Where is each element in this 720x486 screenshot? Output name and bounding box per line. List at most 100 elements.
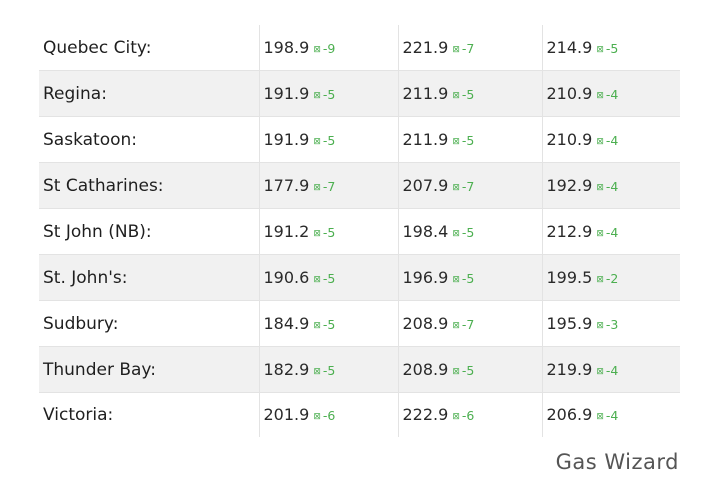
price-change-value: -5 (322, 316, 336, 332)
price-change-value: -7 (461, 316, 475, 332)
down-arrow-icon: ⊠ (452, 274, 460, 285)
city-name: Thunder Bay: (39, 346, 260, 393)
price-change: ⊠ -4 (596, 179, 618, 194)
price-cell: 196.9 ⊠ -5 (398, 254, 543, 301)
down-arrow-icon: ⊠ (452, 90, 460, 101)
down-arrow-icon: ⊠ (452, 412, 460, 422)
price-change: ⊠ -5 (313, 225, 335, 240)
down-arrow-icon: ⊠ (452, 182, 460, 193)
price-change: ⊠ -5 (313, 271, 335, 286)
price-change: ⊠ -4 (596, 363, 618, 378)
price-cell: 222.9 ⊠ -6 (398, 392, 543, 437)
table-row: Regina: 191.9 ⊠ -5 211.9 ⊠ -5 210.9 ⊠ -4 (39, 70, 680, 117)
price-change: ⊠ -5 (452, 271, 474, 286)
price-change: ⊠ -4 (596, 408, 618, 423)
price-value: 199.5 (546, 267, 593, 287)
down-arrow-icon: ⊠ (452, 320, 460, 331)
price-change: ⊠ -5 (313, 87, 335, 102)
price-value: 211.9 (402, 129, 449, 149)
price-value: 177.9 (263, 175, 310, 195)
price-change: ⊠ -4 (596, 225, 618, 240)
table-row: Quebec City: 198.9 ⊠ -9 221.9 ⊠ -7 214.9 ⊠ -5 (39, 25, 680, 71)
price-change-value: -5 (322, 224, 336, 240)
price-change-value: -6 (322, 408, 336, 423)
price-cell: 208.9 ⊠ -7 (398, 300, 543, 347)
price-change: ⊠ -7 (452, 317, 474, 332)
price-cell: 191.9 ⊠ -5 (259, 116, 399, 163)
table-row: Saskatoon: 191.9 ⊠ -5 211.9 ⊠ -5 210.9 ⊠ -4 (39, 116, 680, 163)
price-change-value: -5 (461, 86, 475, 102)
price-change-value: -5 (461, 362, 475, 378)
city-name: Victoria: (39, 392, 260, 437)
price-cell: 210.9 ⊠ -4 (542, 116, 680, 163)
price-change-value: -5 (322, 362, 336, 378)
down-arrow-icon: ⊠ (596, 182, 604, 193)
price-value: 210.9 (546, 129, 593, 149)
price-value: 192.9 (546, 175, 593, 195)
price-change-value: -5 (605, 40, 619, 56)
price-change-value: -5 (322, 86, 336, 102)
price-value: 212.9 (546, 221, 593, 241)
price-value: 182.9 (263, 359, 310, 379)
price-value: 201.9 (263, 405, 310, 424)
price-value: 222.9 (402, 405, 449, 424)
price-change-value: -5 (461, 224, 475, 240)
price-value: 221.9 (402, 37, 449, 57)
price-cell: 191.2 ⊠ -5 (259, 208, 399, 255)
price-cell: 184.9 ⊠ -5 (259, 300, 399, 347)
price-value: 198.9 (263, 37, 310, 57)
price-cell: 206.9 ⊠ -4 (542, 393, 680, 438)
price-change: ⊠ -7 (452, 41, 474, 56)
city-name: Sudbury: (39, 300, 260, 347)
price-change-value: -4 (605, 86, 619, 102)
down-arrow-icon: ⊠ (452, 44, 460, 55)
down-arrow-icon: ⊠ (313, 274, 321, 285)
city-name: St Catharines: (39, 162, 260, 209)
city-name: Regina: (39, 70, 260, 117)
price-change: ⊠ -5 (596, 41, 618, 56)
price-value: 214.9 (546, 37, 593, 57)
down-arrow-icon: ⊠ (596, 44, 604, 55)
table-row: St. John's: 190.6 ⊠ -5 196.9 ⊠ -5 199.5 ⊠ -2 (39, 254, 680, 301)
down-arrow-icon: ⊠ (596, 320, 604, 331)
price-change: ⊠ -5 (313, 317, 335, 332)
price-change-value: -5 (461, 132, 475, 148)
price-change: ⊠ -3 (596, 317, 618, 332)
city-name: Saskatoon: (39, 116, 260, 163)
price-value: 196.9 (402, 267, 449, 287)
price-change-value: -2 (605, 270, 619, 286)
price-change: ⊠ -5 (313, 363, 335, 378)
down-arrow-icon: ⊠ (313, 228, 321, 239)
price-cell: 214.9 ⊠ -5 (542, 25, 680, 71)
price-change: ⊠ -5 (452, 225, 474, 240)
price-value: 191.9 (263, 83, 310, 103)
price-change-value: -7 (461, 178, 475, 194)
price-value: 208.9 (402, 359, 449, 379)
down-arrow-icon: ⊠ (596, 366, 604, 377)
down-arrow-icon: ⊠ (313, 182, 321, 193)
price-change-value: -6 (461, 408, 475, 423)
price-change-value: -9 (322, 40, 336, 56)
price-cell: 211.9 ⊠ -5 (398, 70, 543, 117)
down-arrow-icon: ⊠ (452, 228, 460, 239)
city-name: St John (NB): (39, 208, 260, 255)
down-arrow-icon: ⊠ (313, 366, 321, 377)
price-change-value: -7 (322, 178, 336, 194)
price-change-value: -7 (461, 40, 475, 56)
gas-price-table: Quebec City: 198.9 ⊠ -9 221.9 ⊠ -7 214.9 ⊠ -5 Regi… (39, 25, 680, 437)
price-value: 210.9 (546, 83, 593, 103)
price-cell: 199.5 ⊠ -2 (542, 254, 680, 301)
price-value: 195.9 (546, 313, 593, 333)
city-name: Quebec City: (39, 25, 260, 71)
price-value: 198.4 (402, 221, 449, 241)
price-change-value: -5 (322, 132, 336, 148)
price-value: 208.9 (402, 313, 449, 333)
price-value: 211.9 (402, 83, 449, 103)
down-arrow-icon: ⊠ (596, 274, 604, 285)
price-cell: 208.9 ⊠ -5 (398, 346, 543, 393)
price-cell: 182.9 ⊠ -5 (259, 346, 399, 393)
price-cell: 191.9 ⊠ -5 (259, 70, 399, 117)
price-change-value: -5 (322, 270, 336, 286)
price-change: ⊠ -6 (452, 408, 474, 423)
down-arrow-icon: ⊠ (596, 412, 604, 422)
